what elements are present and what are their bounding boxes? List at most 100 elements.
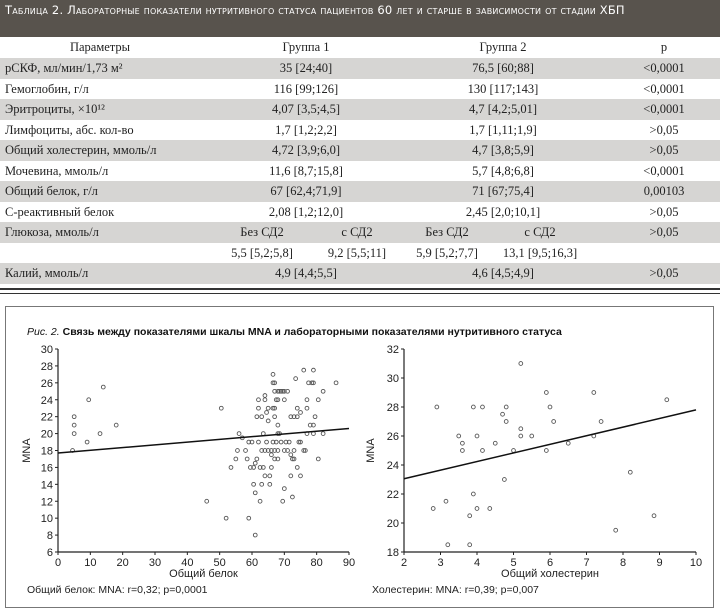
data-point bbox=[598, 419, 604, 424]
data-point bbox=[269, 448, 274, 453]
value-cell: 1,7 [1,2;2,2] bbox=[275, 122, 337, 137]
data-point bbox=[591, 390, 597, 395]
data-point bbox=[315, 397, 321, 403]
value-cell: 4,07 [3,5;4,5] bbox=[271, 102, 341, 116]
data-point bbox=[298, 410, 303, 415]
x-tick-label: 2 bbox=[401, 557, 407, 569]
data-point bbox=[543, 390, 549, 395]
param-cell: Эритроциты, ×10¹² bbox=[5, 102, 105, 116]
data-point bbox=[460, 448, 465, 453]
table-row: Общий белок, г/л 67 [62,4;71,9] 71 [67;75,… bbox=[0, 181, 720, 202]
data-point bbox=[86, 397, 92, 403]
data-point bbox=[254, 414, 260, 420]
table-bottom-rule bbox=[0, 288, 720, 294]
data-point bbox=[315, 456, 321, 462]
data-point bbox=[248, 465, 253, 470]
header-group2: Группа 2 bbox=[479, 40, 527, 54]
data-point bbox=[443, 498, 449, 504]
y-tick-label: 24 bbox=[387, 460, 399, 472]
x-tick-label: 4 bbox=[474, 557, 480, 569]
data-point bbox=[260, 465, 266, 470]
data-point bbox=[249, 439, 255, 445]
value-cell: 5,9 [5,2;7,7] bbox=[416, 245, 478, 260]
data-point bbox=[474, 506, 480, 511]
data-point bbox=[480, 404, 485, 410]
data-point bbox=[487, 506, 493, 511]
x-tick-label: 30 bbox=[149, 557, 161, 569]
data-point bbox=[434, 404, 440, 410]
y-tick-label: 18 bbox=[387, 547, 399, 559]
data-point bbox=[97, 431, 103, 436]
data-point bbox=[275, 456, 281, 462]
data-point bbox=[251, 481, 256, 487]
data-point bbox=[613, 527, 619, 533]
data-point bbox=[471, 491, 476, 497]
data-point bbox=[474, 433, 480, 439]
y-tick-label: 22 bbox=[41, 412, 53, 424]
data-point bbox=[306, 380, 311, 386]
data-point bbox=[252, 460, 258, 466]
x-tick-label: 70 bbox=[278, 557, 290, 569]
data-point bbox=[244, 456, 250, 462]
value-cell: 1,7 [1,11;1,9] bbox=[469, 122, 537, 137]
x-tick-label: 50 bbox=[214, 557, 226, 569]
chart-annotation: Холестерин: MNA: r=0,39; p=0,007 bbox=[372, 584, 539, 596]
data-point bbox=[430, 506, 436, 511]
value-cell: 5,7 [4,8;6,8] bbox=[472, 163, 534, 178]
data-point bbox=[503, 404, 509, 410]
value-cell: 9,2 [5,5;11] bbox=[327, 245, 387, 260]
x-tick-label: 8 bbox=[620, 557, 626, 569]
data-point bbox=[467, 542, 473, 548]
data-point bbox=[286, 439, 292, 445]
data-point bbox=[228, 465, 234, 470]
data-point bbox=[84, 439, 90, 445]
x-tick-label: 10 bbox=[690, 557, 702, 569]
data-point bbox=[272, 388, 277, 394]
p-cell: >0,05 bbox=[649, 266, 679, 280]
param-cell: Мочевина, ммоль/л bbox=[5, 163, 109, 178]
data-point bbox=[272, 405, 277, 411]
param-cell: рСКФ, мл/мин/1,73 м² bbox=[5, 61, 123, 75]
table-row-glucose-header: Глюкоза, ммоль/л Без СД2 с СД2 Без СД2 с… bbox=[0, 222, 720, 243]
data-point bbox=[301, 448, 307, 453]
data-point bbox=[251, 465, 256, 470]
data-point bbox=[204, 498, 210, 504]
value-cell: 35 [24;40] bbox=[279, 61, 333, 75]
x-tick-label: 5 bbox=[510, 557, 516, 569]
data-point bbox=[320, 388, 326, 394]
data-point bbox=[270, 405, 276, 411]
table-row: Общий холестерин, ммоль/л 4,72 [3,9;6,0] 4… bbox=[0, 140, 720, 161]
data-point bbox=[256, 439, 261, 445]
data-point bbox=[294, 405, 300, 411]
y-tick-label: 14 bbox=[41, 479, 53, 491]
regression-line bbox=[57, 427, 350, 454]
data-point bbox=[71, 431, 77, 436]
x-axis-label: Общий холестерин bbox=[501, 568, 599, 580]
data-point bbox=[272, 380, 277, 386]
data-point bbox=[285, 388, 290, 394]
data-point bbox=[259, 414, 265, 420]
data-point bbox=[262, 473, 268, 479]
data-point bbox=[262, 397, 268, 403]
figure-caption: Рис. 2. Связь между показателями шкалы M… bbox=[27, 326, 562, 338]
table-title: Таблица 2. Лабораторные показатели нутри… bbox=[0, 0, 720, 37]
p-cell: >0,05 bbox=[649, 122, 679, 137]
figure-caption-text: Связь между показателями шкалы MNA и лаб… bbox=[62, 326, 562, 338]
data-point bbox=[267, 481, 273, 487]
data-point bbox=[311, 422, 316, 428]
data-point bbox=[275, 422, 281, 428]
param-cell: Калий, ммоль/л bbox=[5, 266, 89, 280]
param-cell: С-реактивный белок bbox=[5, 204, 115, 219]
data-point bbox=[270, 380, 276, 386]
data-point bbox=[291, 448, 297, 453]
data-point bbox=[270, 439, 276, 445]
data-point bbox=[281, 448, 287, 453]
data-point bbox=[235, 448, 240, 453]
data-point bbox=[291, 456, 297, 462]
data-point bbox=[304, 405, 310, 411]
data-point bbox=[518, 426, 524, 432]
data-point bbox=[651, 513, 657, 519]
data-point bbox=[236, 431, 242, 436]
data-point bbox=[301, 367, 307, 373]
value-cell: 4,72 [3,9;6,0] bbox=[271, 143, 341, 157]
